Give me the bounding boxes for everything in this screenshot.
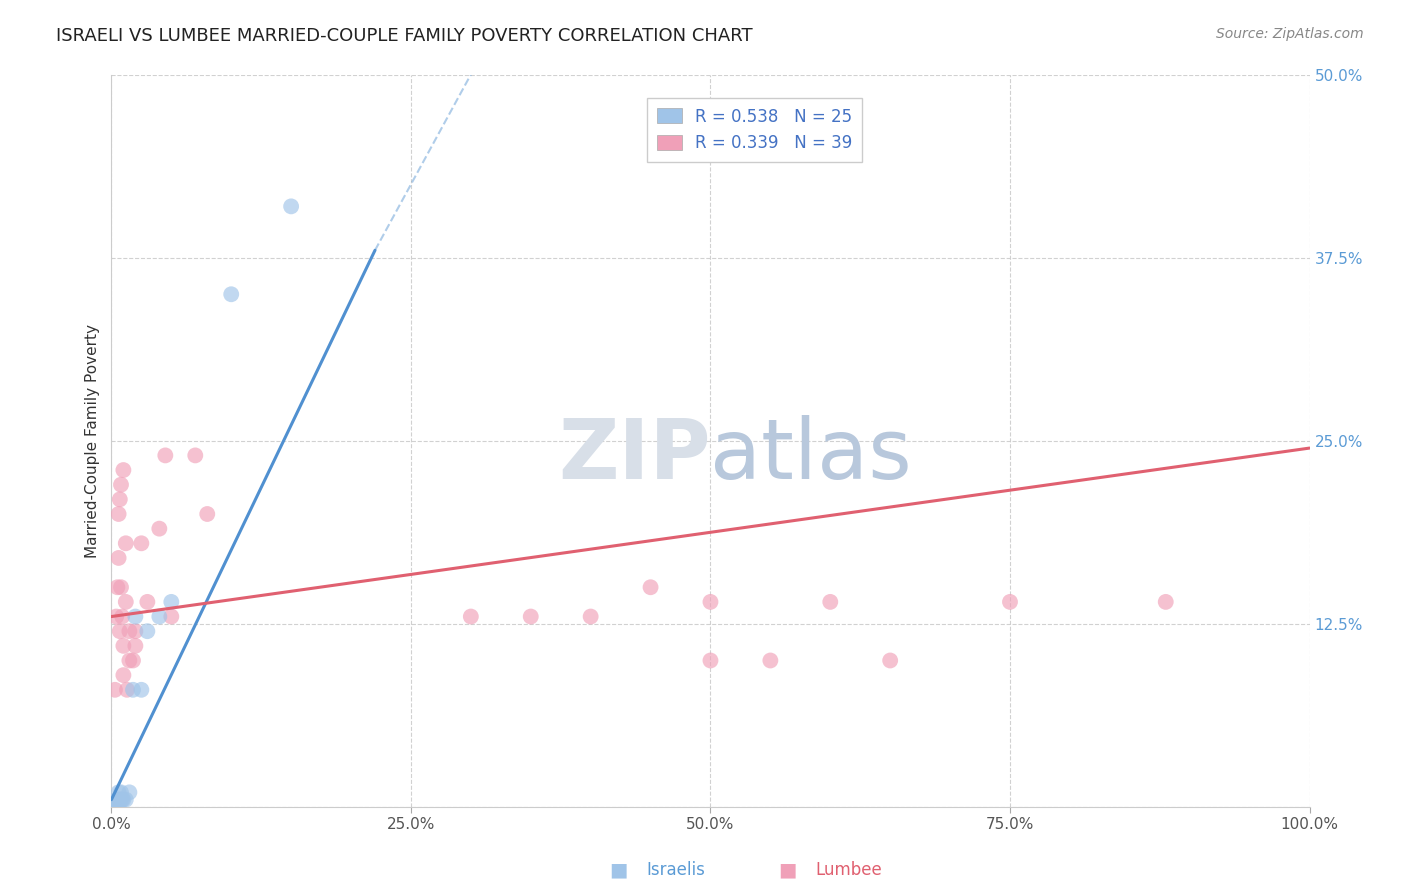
Point — [112, 668, 135, 682]
Point — [107, 800, 129, 814]
Legend: R = 0.538   N = 25, R = 0.339   N = 39: R = 0.538 N = 25, R = 0.339 N = 39 — [647, 97, 862, 161]
Point — [699, 653, 721, 667]
Point — [124, 609, 146, 624]
Point — [579, 609, 602, 624]
Point — [107, 792, 129, 806]
Point — [131, 536, 153, 550]
Point — [122, 653, 145, 667]
Point — [136, 624, 159, 639]
Point — [103, 800, 125, 814]
Point — [112, 463, 135, 477]
Point — [112, 639, 135, 653]
Point — [104, 682, 127, 697]
Point — [699, 595, 721, 609]
Point — [107, 580, 129, 594]
Text: Source: ZipAtlas.com: Source: ZipAtlas.com — [1216, 27, 1364, 41]
Point — [107, 507, 129, 521]
Point — [111, 609, 134, 624]
Point — [160, 609, 183, 624]
Point — [184, 449, 207, 463]
Point — [124, 624, 146, 639]
Text: ■: ■ — [778, 860, 797, 880]
Point — [460, 609, 482, 624]
Point — [148, 522, 170, 536]
Point — [124, 639, 146, 653]
Point — [759, 653, 782, 667]
Point — [519, 609, 541, 624]
Text: atlas: atlas — [710, 415, 912, 496]
Point — [155, 449, 177, 463]
Y-axis label: Married-Couple Family Poverty: Married-Couple Family Poverty — [86, 324, 100, 558]
Point — [820, 595, 842, 609]
Text: ISRAELI VS LUMBEE MARRIED-COUPLE FAMILY POVERTY CORRELATION CHART: ISRAELI VS LUMBEE MARRIED-COUPLE FAMILY … — [56, 27, 752, 45]
Point — [107, 800, 129, 814]
Point — [107, 550, 129, 565]
Point — [1154, 595, 1177, 609]
Point — [111, 792, 134, 806]
Point — [108, 624, 131, 639]
Point — [122, 682, 145, 697]
Point — [104, 800, 127, 814]
Point — [110, 785, 132, 799]
Point — [114, 536, 136, 550]
Point — [280, 199, 302, 213]
Text: ■: ■ — [609, 860, 628, 880]
Point — [118, 653, 141, 667]
Point — [148, 609, 170, 624]
Point — [110, 792, 132, 806]
Point — [114, 792, 136, 806]
Point — [219, 287, 242, 301]
Point — [879, 653, 901, 667]
Point — [114, 595, 136, 609]
Point — [110, 580, 132, 594]
Point — [108, 792, 131, 806]
Text: ZIP: ZIP — [558, 415, 710, 496]
Point — [105, 800, 128, 814]
Point — [195, 507, 218, 521]
Point — [118, 785, 141, 799]
Point — [105, 609, 128, 624]
Text: Israelis: Israelis — [647, 861, 706, 879]
Point — [998, 595, 1021, 609]
Point — [131, 682, 153, 697]
Point — [105, 800, 128, 814]
Point — [160, 595, 183, 609]
Point — [108, 492, 131, 507]
Point — [112, 792, 135, 806]
Point — [108, 792, 131, 806]
Point — [136, 595, 159, 609]
Point — [115, 682, 138, 697]
Point — [118, 624, 141, 639]
Point — [640, 580, 662, 594]
Point — [107, 792, 129, 806]
Text: Lumbee: Lumbee — [815, 861, 882, 879]
Point — [110, 477, 132, 491]
Point — [107, 785, 129, 799]
